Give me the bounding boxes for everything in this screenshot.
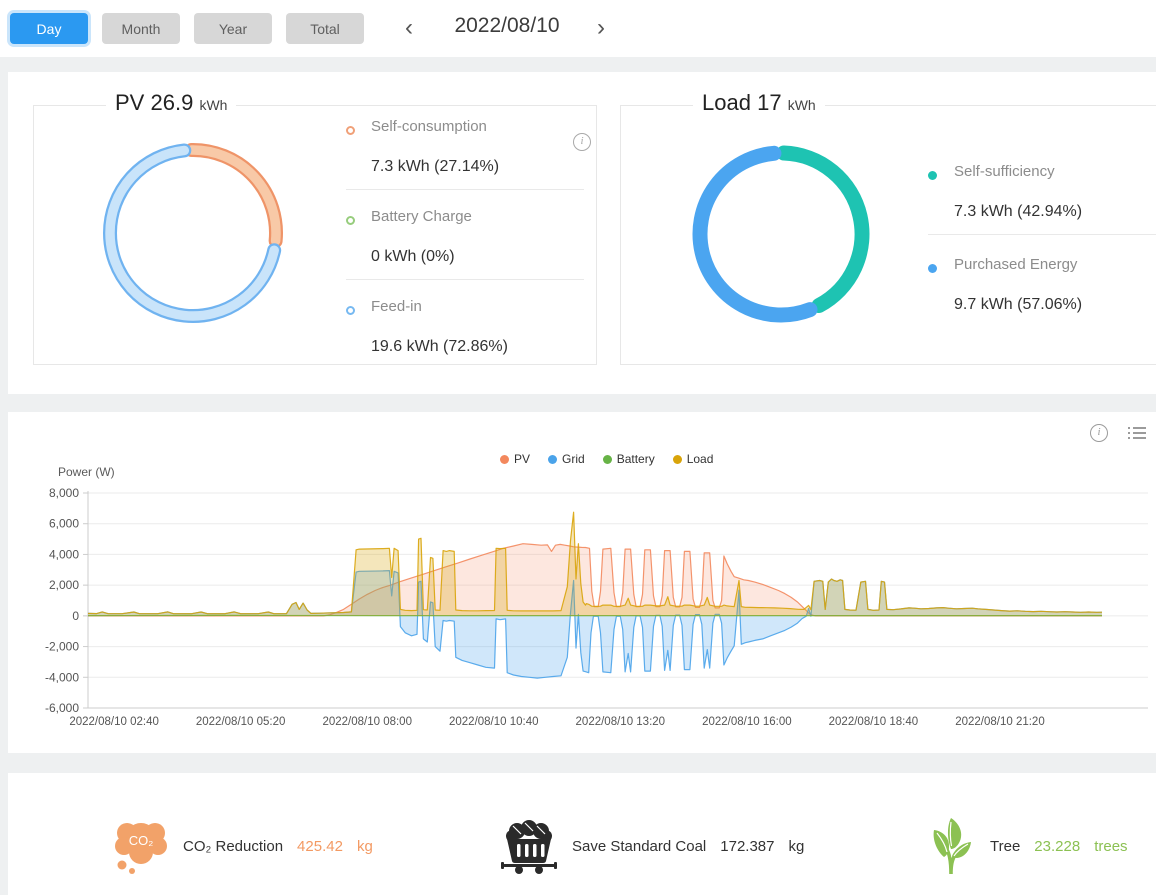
co2-reduction-label: CO₂ Reduction [183, 837, 284, 855]
svg-text:2022/08/10 08:00: 2022/08/10 08:00 [322, 716, 412, 728]
coal-cart-icon [501, 820, 557, 874]
load-title-value: 17 [757, 90, 782, 115]
purchased-energy-label: Purchased Energy [954, 256, 1078, 273]
battery-charge-value: 0 kWh (0%) [371, 248, 455, 265]
tab-day[interactable]: Day [10, 13, 88, 44]
pv-title-text: PV [115, 90, 145, 115]
purchased-energy-value: 9.7 kWh (57.06%) [954, 296, 1083, 313]
feed-in-value: 19.6 kWh (72.86%) [371, 338, 508, 355]
load-legend-dot-icon [672, 454, 682, 464]
tab-total[interactable]: Total [286, 13, 364, 44]
tree-value: 23.228 [1034, 837, 1081, 855]
svg-text:-6,000: -6,000 [45, 701, 79, 715]
svg-text:2,000: 2,000 [49, 578, 79, 592]
feed-in-label: Feed-in [371, 298, 422, 315]
chart-toolbox: i [1090, 424, 1146, 442]
feed-in-marker-icon [346, 306, 355, 315]
co2-cloud-icon: CO₂ [115, 823, 167, 874]
data-view-icon[interactable] [1128, 425, 1146, 441]
svg-text:CO₂: CO₂ [129, 833, 154, 848]
next-day-icon[interactable]: › [597, 12, 605, 44]
chart-info-icon[interactable]: i [1090, 424, 1108, 442]
svg-text:2022/08/10 16:00: 2022/08/10 16:00 [702, 716, 792, 728]
load-card-title: Load 17 kWh [693, 90, 825, 116]
load-donut-chart [692, 145, 870, 323]
standard-coal-label: Save Standard Coal [572, 837, 707, 855]
grid-legend-label: Grid [562, 452, 585, 466]
svg-text:2022/08/10 13:20: 2022/08/10 13:20 [576, 716, 666, 728]
tree-item: Tree 23.228 trees [926, 815, 1128, 877]
svg-text:2022/08/10 05:20: 2022/08/10 05:20 [196, 716, 286, 728]
tree-unit: trees [1094, 837, 1128, 855]
power-area-chart: 8,000 6,000 4,000 2,000 0 -2,000 -4,000 -6,000 P… [45, 465, 1148, 728]
load-title-unit: kWh [787, 97, 816, 113]
svg-text:8,000: 8,000 [49, 486, 79, 500]
pv-card: PV 26.9 kWh i Self-consumption 7.3 kWh (… [33, 90, 597, 365]
legend-item-battery[interactable]: Battery [602, 452, 655, 466]
legend-item-grid[interactable]: Grid [548, 452, 585, 466]
svg-text:2022/08/10 18:40: 2022/08/10 18:40 [829, 716, 919, 728]
pv-legend-dot-icon [500, 454, 509, 464]
pv-donut-chart [103, 143, 283, 323]
pv-title-unit: kWh [199, 97, 228, 113]
self-consumption-label: Self-consumption [371, 118, 487, 135]
divider [346, 279, 584, 280]
summary-panel: PV 26.9 kWh i Self-consumption 7.3 kWh (… [8, 72, 1156, 394]
self-sufficiency-marker-icon [928, 171, 937, 180]
divider [346, 189, 584, 190]
pv-card-title: PV 26.9 kWh [106, 90, 237, 116]
environment-benefits-panel: CO₂ CO₂ Reduction 425.42 kg Save Standar… [8, 773, 1156, 895]
svg-text:6,000: 6,000 [49, 517, 79, 531]
purchased-energy-marker-icon [928, 264, 937, 273]
self-sufficiency-label: Self-sufficiency [954, 163, 1055, 180]
legend-item-load[interactable]: Load [672, 452, 714, 466]
self-sufficiency-value: 7.3 kWh (42.94%) [954, 203, 1083, 220]
battery-legend-dot-icon [602, 454, 612, 464]
tab-month[interactable]: Month [102, 13, 180, 44]
chart-legend: PV Grid Battery Load [500, 452, 713, 466]
svg-text:-2,000: -2,000 [45, 640, 79, 654]
load-legend-label: Load [686, 452, 714, 466]
prev-day-icon[interactable]: ‹ [405, 12, 413, 44]
co2-reduction-value: 425.42 [297, 837, 343, 855]
grid-legend-dot-icon [548, 454, 558, 464]
co2-reduction-item: CO₂ CO₂ Reduction 425.42 kg [113, 815, 373, 877]
co2-reduction-unit: kg [356, 837, 373, 855]
svg-text:Power (W): Power (W) [58, 465, 115, 479]
svg-text:-4,000: -4,000 [45, 670, 79, 684]
tree-icon [933, 818, 971, 874]
battery-charge-label: Battery Charge [371, 208, 472, 225]
battery-legend-label: Battery [616, 452, 655, 466]
pv-legend-label: PV [514, 452, 531, 466]
svg-text:2022/08/10 21:20: 2022/08/10 21:20 [955, 716, 1045, 728]
tab-year[interactable]: Year [194, 13, 272, 44]
load-title-text: Load [702, 90, 751, 115]
power-chart-panel: i PV Grid Battery Load 8,000 6,000 4,000 2,000… [8, 412, 1156, 753]
divider [928, 234, 1156, 235]
date-label: 2022/08/10 [454, 14, 560, 37]
standard-coal-unit: kg [788, 837, 805, 855]
tree-label: Tree [990, 837, 1021, 855]
standard-coal-item: Save Standard Coal 172.387 kg [500, 815, 804, 877]
legend-item-pv[interactable]: PV [500, 452, 530, 466]
svg-text:2022/08/10 10:40: 2022/08/10 10:40 [449, 716, 539, 728]
toolbar: Day Month Year Total ‹ 2022/08/10 › [0, 0, 1156, 57]
standard-coal-value: 172.387 [720, 837, 775, 855]
self-consumption-marker-icon [346, 126, 355, 135]
battery-charge-marker-icon [346, 216, 355, 225]
self-consumption-value: 7.3 kWh (27.14%) [371, 158, 500, 175]
svg-text:0: 0 [72, 609, 79, 623]
pv-info-icon[interactable]: i [573, 133, 591, 151]
pv-title-value: 26.9 [150, 90, 194, 115]
load-card: Load 17 kWh Self-sufficiency 7.3 kWh (42… [620, 90, 1156, 365]
svg-text:2022/08/10 02:40: 2022/08/10 02:40 [69, 716, 159, 728]
svg-text:4,000: 4,000 [49, 547, 79, 561]
